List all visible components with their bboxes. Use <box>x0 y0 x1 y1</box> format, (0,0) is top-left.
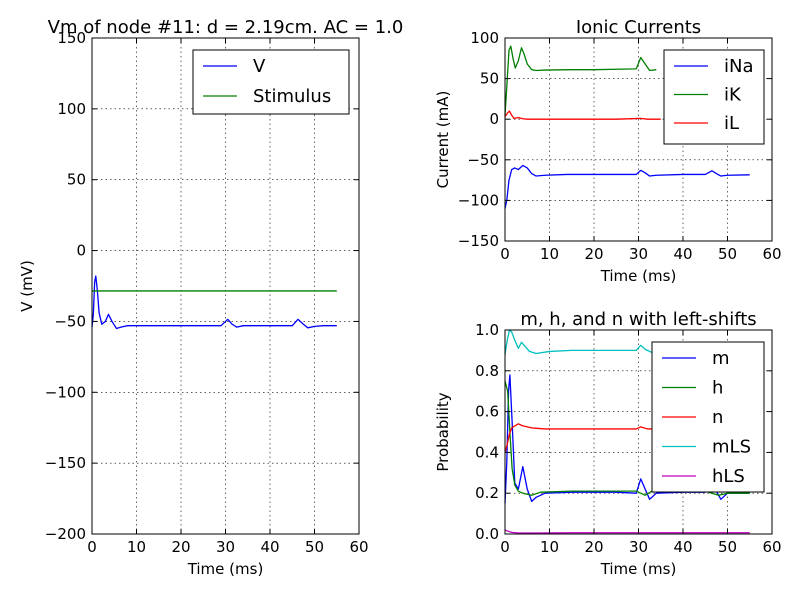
x-tick-label: 10 <box>127 538 146 556</box>
x-tick-label: 50 <box>718 245 737 263</box>
series-line-ik <box>504 45 657 116</box>
x-tick-label: 20 <box>584 538 603 556</box>
x-tick-label: 0 <box>500 245 510 263</box>
legend-label-h: h <box>712 378 723 399</box>
y-tick-label: −100 <box>458 191 499 209</box>
x-tick-label: 60 <box>762 245 781 263</box>
legend-label-stimulus: Stimulus <box>253 86 331 107</box>
x-tick-label: 0 <box>500 538 510 556</box>
x-tick-label: 10 <box>540 538 559 556</box>
y-tick-label: −50 <box>54 312 86 330</box>
x-tick-label: 40 <box>260 538 279 556</box>
x-axis-label: Time (ms) <box>600 267 677 285</box>
legend-label-ina: iNa <box>724 56 754 77</box>
legend: iNa iK iL <box>663 49 765 145</box>
legend: V Stimulus <box>192 49 350 115</box>
x-tick-label: 40 <box>673 538 692 556</box>
y-axis-label: V (mV) <box>18 260 36 312</box>
x-tick-label: 10 <box>540 245 559 263</box>
y-tick-label: 0.0 <box>475 525 499 543</box>
vm-chart: 0 10 20 30 40 50 60 −200 −150 −100 −50 0 50 100 150Vm … <box>18 17 403 578</box>
series-line-il <box>504 110 661 120</box>
x-tick-label: 20 <box>584 245 603 263</box>
y-tick-label: 0 <box>489 110 499 128</box>
y-axis-label: Current (mA) <box>434 91 452 189</box>
ionic-chart: 0 10 20 30 40 50 60 −150 −100 −50 0 50 100 Ionic Curr… <box>434 17 782 285</box>
y-tick-label: 0.2 <box>475 484 499 502</box>
x-tick-label: 30 <box>216 538 235 556</box>
y-tick-label: 1.0 <box>475 321 499 339</box>
x-axis-label: Time (ms) <box>600 560 677 578</box>
x-tick-label: 60 <box>349 538 368 556</box>
legend-box <box>192 49 350 115</box>
series-line-v <box>91 275 337 330</box>
series-line-h <box>504 380 750 496</box>
x-tick-label: 20 <box>171 538 190 556</box>
x-tick-label: 30 <box>629 245 648 263</box>
y-tick-label: 50 <box>480 70 499 88</box>
x-tick-label: 60 <box>762 538 781 556</box>
x-tick-label: 40 <box>673 245 692 263</box>
series-line-n <box>504 423 661 453</box>
y-tick-label: −100 <box>45 383 86 401</box>
y-tick-label: 100 <box>470 29 499 47</box>
series-line-mls <box>504 329 653 355</box>
y-tick-label: 50 <box>67 171 86 189</box>
y-tick-label: −150 <box>458 232 499 250</box>
chart-title: Ionic Currents <box>576 17 701 38</box>
gates-chart: 0 10 20 30 40 50 60 0.0 0.2 0.4 0.6 0.8 1.0 m, h, and… <box>434 309 782 578</box>
x-tick-label: 30 <box>629 538 648 556</box>
chart-title: m, h, and n with left-shifts <box>520 309 756 330</box>
legend-label-m: m <box>712 348 730 369</box>
y-tick-label: 0.6 <box>475 403 499 421</box>
series-line-ina <box>504 164 750 209</box>
y-tick-label: 100 <box>57 100 86 118</box>
y-tick-label: 0 <box>76 242 86 260</box>
y-tick-label: −50 <box>467 151 499 169</box>
chart-title: Vm of node #11: d = 2.19cm. AC = 1.0 <box>48 17 404 38</box>
series-line-hls <box>504 529 750 534</box>
x-tick-label: 50 <box>305 538 324 556</box>
legend-label-il: iL <box>724 113 739 134</box>
y-tick-label: 0.8 <box>475 362 499 380</box>
y-tick-label: −200 <box>45 525 86 543</box>
x-axis-label: Time (ms) <box>187 560 264 578</box>
legend-label-ik: iK <box>724 85 742 106</box>
legend-label-hls: hLS <box>712 466 745 487</box>
y-tick-label: 150 <box>57 29 86 47</box>
y-axis-label: Probability <box>434 392 452 471</box>
y-tick-label: −150 <box>45 454 86 472</box>
legend-label-n: n <box>712 407 723 428</box>
legend-label-mls: mLS <box>712 437 751 458</box>
y-tick-label: 0.4 <box>475 443 499 461</box>
x-tick-label: 50 <box>718 538 737 556</box>
legend: mhn mLS hLS <box>651 341 765 493</box>
x-tick-label: 0 <box>87 538 97 556</box>
legend-label-v: V <box>253 56 266 77</box>
